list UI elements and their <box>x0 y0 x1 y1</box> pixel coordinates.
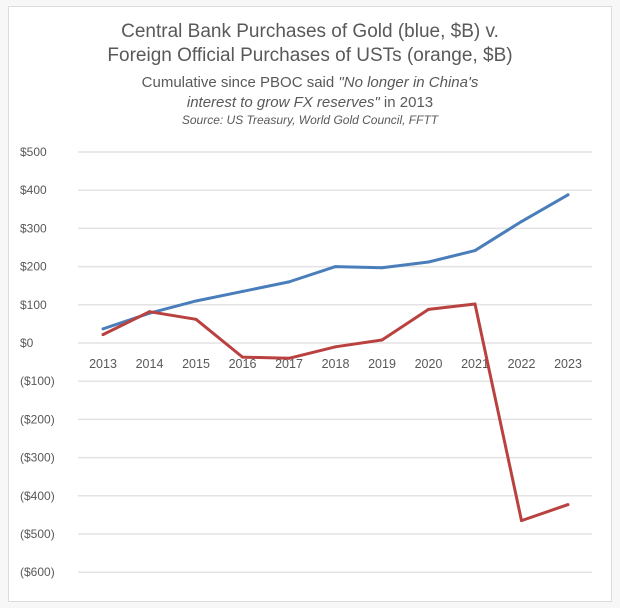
data-point <box>334 345 337 349</box>
x-tick-label: 2017 <box>275 357 303 371</box>
data-point <box>427 307 430 311</box>
y-tick-label: $400 <box>20 183 47 197</box>
data-point <box>334 265 337 269</box>
x-tick-label: 2018 <box>322 357 350 371</box>
subtitle-text: Cumulative since PBOC said <box>141 74 339 91</box>
data-point <box>566 193 570 197</box>
data-point <box>101 327 105 331</box>
data-point <box>241 355 244 359</box>
x-tick-label: 2016 <box>229 357 257 371</box>
data-point <box>194 317 198 321</box>
subtitle-quote: interest to grow FX reserves" <box>186 94 380 111</box>
chart-title-line1: Central Bank Purchases of Gold (blue, $B… <box>121 21 499 42</box>
y-tick-label: $500 <box>20 145 47 159</box>
y-tick-label: ($200) <box>20 412 55 426</box>
data-point <box>287 356 291 360</box>
series-line-usts <box>102 302 569 523</box>
data-point <box>194 299 198 303</box>
data-point <box>427 260 430 264</box>
data-point <box>148 310 151 314</box>
data-point <box>380 266 384 270</box>
data-point <box>101 333 105 337</box>
x-tick-label: 2020 <box>415 357 443 371</box>
data-point <box>520 220 523 224</box>
data-point <box>241 289 244 293</box>
chart-panel <box>8 6 612 602</box>
series-line-gold <box>102 193 569 331</box>
data-point <box>473 302 477 306</box>
data-point <box>473 249 477 253</box>
x-tick-label: 2023 <box>554 357 582 371</box>
data-point <box>566 503 570 507</box>
y-tick-label: ($100) <box>20 374 55 388</box>
x-tick-label: 2015 <box>182 357 210 371</box>
chart-source: Source: US Treasury, World Gold Council,… <box>181 113 439 127</box>
chart-title-line2: Foreign Official Purchases of USTs (oran… <box>107 45 513 66</box>
x-tick-label: 2014 <box>136 357 164 371</box>
y-tick-label: $200 <box>20 260 47 274</box>
x-tick-label: 2022 <box>508 357 536 371</box>
subtitle-quote: "No longer in China's <box>338 74 479 91</box>
data-point <box>287 280 291 284</box>
y-tick-label: $300 <box>20 221 47 235</box>
chart-subtitle-line2: interest to grow FX reserves" in 2013 <box>0 94 620 111</box>
chart-subtitle-line1: Cumulative since PBOC said "No longer in… <box>0 74 620 91</box>
y-tick-label: ($500) <box>20 527 55 541</box>
x-tick-label: 2013 <box>89 357 117 371</box>
y-tick-label: $0 <box>20 336 34 350</box>
y-tick-label: ($400) <box>20 489 55 503</box>
y-tick-label: ($300) <box>20 451 55 465</box>
y-tick-label: ($600) <box>20 565 55 579</box>
subtitle-text: in 2013 <box>379 94 434 111</box>
x-tick-label: 2021 <box>461 357 489 371</box>
data-point <box>520 519 523 523</box>
y-tick-label: $100 <box>20 298 47 312</box>
data-point <box>380 338 384 342</box>
x-tick-label: 2019 <box>368 357 396 371</box>
